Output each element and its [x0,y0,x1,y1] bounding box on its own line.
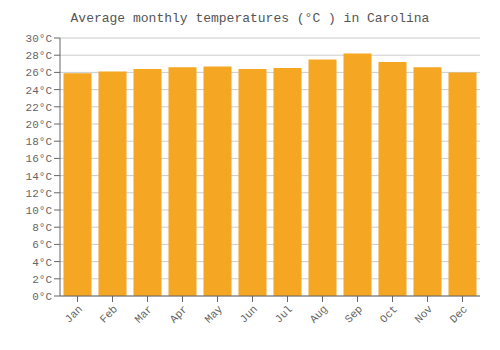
svg-text:8°C: 8°C [32,222,52,234]
svg-text:Aug: Aug [308,303,330,325]
svg-text:10°C: 10°C [26,205,53,217]
svg-text:Dec: Dec [448,303,470,325]
svg-text:12°C: 12°C [26,188,53,200]
svg-text:20°C: 20°C [26,119,53,131]
svg-text:Mar: Mar [133,303,155,325]
svg-text:May: May [203,303,226,326]
svg-text:Jun: Jun [238,303,260,325]
svg-text:26°C: 26°C [26,67,53,79]
svg-text:Jan: Jan [63,303,85,325]
svg-text:24°C: 24°C [26,85,53,97]
svg-text:4°C: 4°C [32,257,52,269]
svg-text:6°C: 6°C [32,239,52,251]
svg-text:14°C: 14°C [26,171,53,183]
svg-text:16°C: 16°C [26,153,53,165]
svg-text:Feb: Feb [98,303,120,325]
svg-text:Oct: Oct [378,303,400,325]
svg-text:Nov: Nov [413,303,436,326]
svg-text:28°C: 28°C [26,50,53,62]
svg-text:0°C: 0°C [32,291,52,303]
svg-text:Jul: Jul [273,303,295,325]
svg-text:Sep: Sep [343,303,365,325]
svg-text:30°C: 30°C [26,33,53,45]
svg-text:18°C: 18°C [26,136,53,148]
svg-text:Apr: Apr [168,303,190,325]
svg-text:22°C: 22°C [26,102,53,114]
svg-text:2°C: 2°C [32,274,52,286]
html-text:Average monthly temperatures (: Average monthly temperatures (°C ) in Ca… [70,11,430,26]
